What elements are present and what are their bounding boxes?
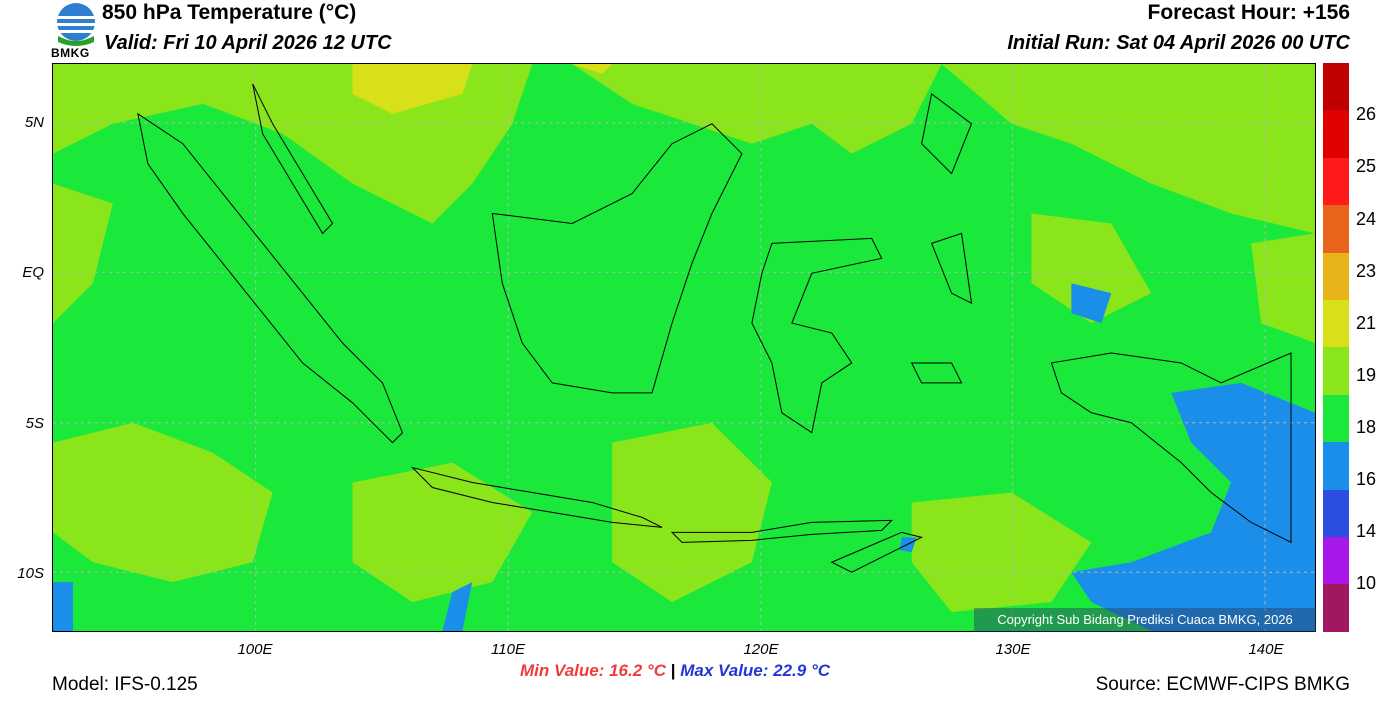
colorbar-label: 18	[1356, 417, 1377, 437]
colorbar-swatch	[1323, 489, 1349, 538]
lon-label-120e: 120E	[743, 641, 779, 658]
model-info: Model: IFS-0.125	[52, 674, 198, 695]
colorbar-label: 14	[1356, 521, 1377, 541]
colorbar-label: 26	[1356, 104, 1377, 124]
copyright-notice: Copyright Sub Bidang Prediksi Cuaca BMKG…	[974, 608, 1316, 632]
colorbar-swatch	[1323, 252, 1349, 301]
lat-label-5n: 5N	[24, 114, 44, 131]
coastlines	[137, 83, 1292, 573]
lat-label-10s: 10S	[17, 565, 44, 582]
colorbar-label: 10	[1356, 573, 1377, 593]
colorbar-label: 16	[1356, 469, 1377, 489]
colorbar-label: 25	[1356, 156, 1377, 176]
colorbar-swatch	[1323, 157, 1349, 206]
lon-label-110e: 110E	[491, 641, 525, 658]
min-max-values: Min Value: 16.2 °C | Max Value: 22.9 °C	[520, 661, 830, 681]
colorbar-swatch	[1323, 584, 1349, 632]
colorbar-label: 24	[1356, 209, 1377, 229]
lat-label-5s: 5S	[25, 415, 44, 432]
lon-label-140e: 140E	[1248, 641, 1284, 658]
colorbar-swatch	[1323, 442, 1349, 490]
bmkg-logo-icon	[56, 3, 96, 46]
colorbar-swatch	[1323, 347, 1349, 395]
min-value: Min Value: 16.2 °C	[520, 661, 666, 680]
valid-time: Valid: Fri 10 April 2026 12 UTC	[104, 32, 392, 54]
source-info: Source: ECMWF-CIPS BMKG	[1095, 674, 1350, 695]
lon-label-130e: 130E	[995, 641, 1031, 658]
colorbar-swatch	[1323, 300, 1349, 348]
logo-text: BMKG	[51, 46, 90, 60]
colorbar	[1323, 63, 1349, 632]
warm-regions	[53, 64, 1315, 613]
temperature-map	[52, 63, 1316, 632]
max-value: Max Value: 22.9 °C	[680, 661, 831, 680]
value-separator: |	[670, 661, 676, 680]
map-title: 850 hPa Temperature (°C)	[102, 1, 357, 24]
initial-run: Initial Run: Sat 04 April 2026 00 UTC	[1007, 32, 1350, 54]
forecast-hour: Forecast Hour: +156	[1147, 1, 1351, 24]
colorbar-label: 23	[1356, 261, 1377, 281]
cool-regions	[53, 283, 1315, 631]
colorbar-swatch	[1323, 110, 1349, 158]
colorbar-swatch	[1323, 537, 1349, 585]
colorbar-swatch	[1323, 394, 1349, 443]
lat-label-eq: EQ	[22, 264, 44, 281]
lon-label-100e: 100E	[237, 641, 273, 658]
colorbar-label: 21	[1356, 313, 1377, 333]
colorbar-swatch	[1323, 63, 1349, 111]
colorbar-swatch	[1323, 205, 1349, 253]
colorbar-label: 19	[1356, 365, 1377, 385]
